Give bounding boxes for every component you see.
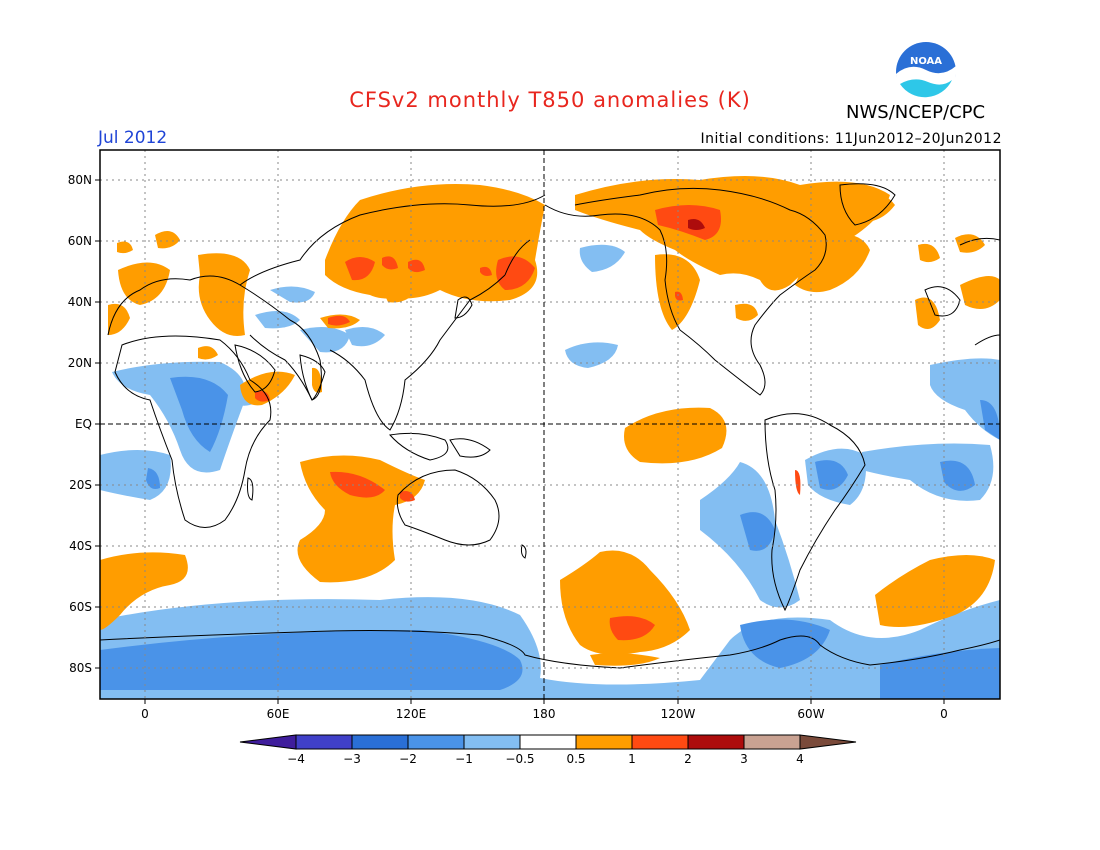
noaa-logo-icon: NOAA <box>896 42 956 104</box>
lat-label: 20S <box>69 478 92 492</box>
lat-label: 20N <box>68 356 92 370</box>
graticule <box>100 150 1000 699</box>
colorbar-box <box>575 734 633 750</box>
colorbar-label: −3 <box>343 752 361 766</box>
latitude-labels: 80N 60N 40N 20N EQ 20S 40S 60S 80S <box>68 173 92 675</box>
colorbar-label: 0.5 <box>566 752 585 766</box>
colorbar-label: 1 <box>628 752 636 766</box>
initial-conditions: Initial conditions: 11Jun2012–20Jun2012 <box>700 131 1002 147</box>
central-pacific-warm <box>624 407 727 464</box>
lat-label: 40S <box>69 539 92 553</box>
lat-label: EQ <box>75 417 92 431</box>
colorbar-box <box>407 734 465 750</box>
colorbar: −4 −3 −2 −1 −0.5 0.5 1 2 3 4 <box>239 734 857 766</box>
lon-label: 0 <box>141 707 149 721</box>
colorbar-label: −4 <box>287 752 305 766</box>
lon-label: 120W <box>661 707 696 721</box>
colorbar-label: −1 <box>455 752 473 766</box>
lat-label: 40N <box>68 295 92 309</box>
lat-label: 80S <box>69 661 92 675</box>
chart-title: CFSv2 monthly T850 anomalies (K) <box>349 88 751 112</box>
equator-dateline <box>100 150 1000 699</box>
lon-label: 120E <box>396 707 427 721</box>
lat-label: 80N <box>68 173 92 187</box>
colorbar-label: −2 <box>399 752 417 766</box>
lon-label: 0 <box>940 707 948 721</box>
lon-label: 60W <box>797 707 824 721</box>
colorbar-arrow-high <box>799 734 857 750</box>
longitude-labels: 0 60E 120E 180 120W 60W 0 <box>141 707 948 721</box>
coastlines <box>100 183 1000 669</box>
lat-label: 60N <box>68 234 92 248</box>
colorbar-label: −0.5 <box>505 752 534 766</box>
tick-marks <box>95 179 945 704</box>
warm-core-red <box>345 257 375 281</box>
lon-label: 180 <box>533 707 556 721</box>
anomaly-fields <box>100 176 1000 699</box>
valid-month: Jul 2012 <box>98 128 168 148</box>
indian-ocean-warm <box>297 455 425 583</box>
lon-label: 60E <box>267 707 290 721</box>
colorbar-box <box>743 734 801 750</box>
colorbar-box <box>519 734 577 750</box>
colorbar-arrow-low <box>239 734 297 750</box>
colorbar-label: 2 <box>684 752 692 766</box>
logo-text: NOAA <box>910 56 942 67</box>
colorbar-box <box>687 734 745 750</box>
south-pacific-warm <box>560 550 690 655</box>
colorbar-label: 4 <box>796 752 804 766</box>
colorbar-box <box>463 734 521 750</box>
agency-label: NWS/NCEP/CPC <box>846 102 986 123</box>
colorbar-label: 3 <box>740 752 748 766</box>
colorbar-box <box>351 734 409 750</box>
colorbar-box <box>631 734 689 750</box>
lat-label: 60S <box>69 600 92 614</box>
southern-ocean-cool-2 <box>100 630 523 690</box>
colorbar-box <box>295 734 353 750</box>
